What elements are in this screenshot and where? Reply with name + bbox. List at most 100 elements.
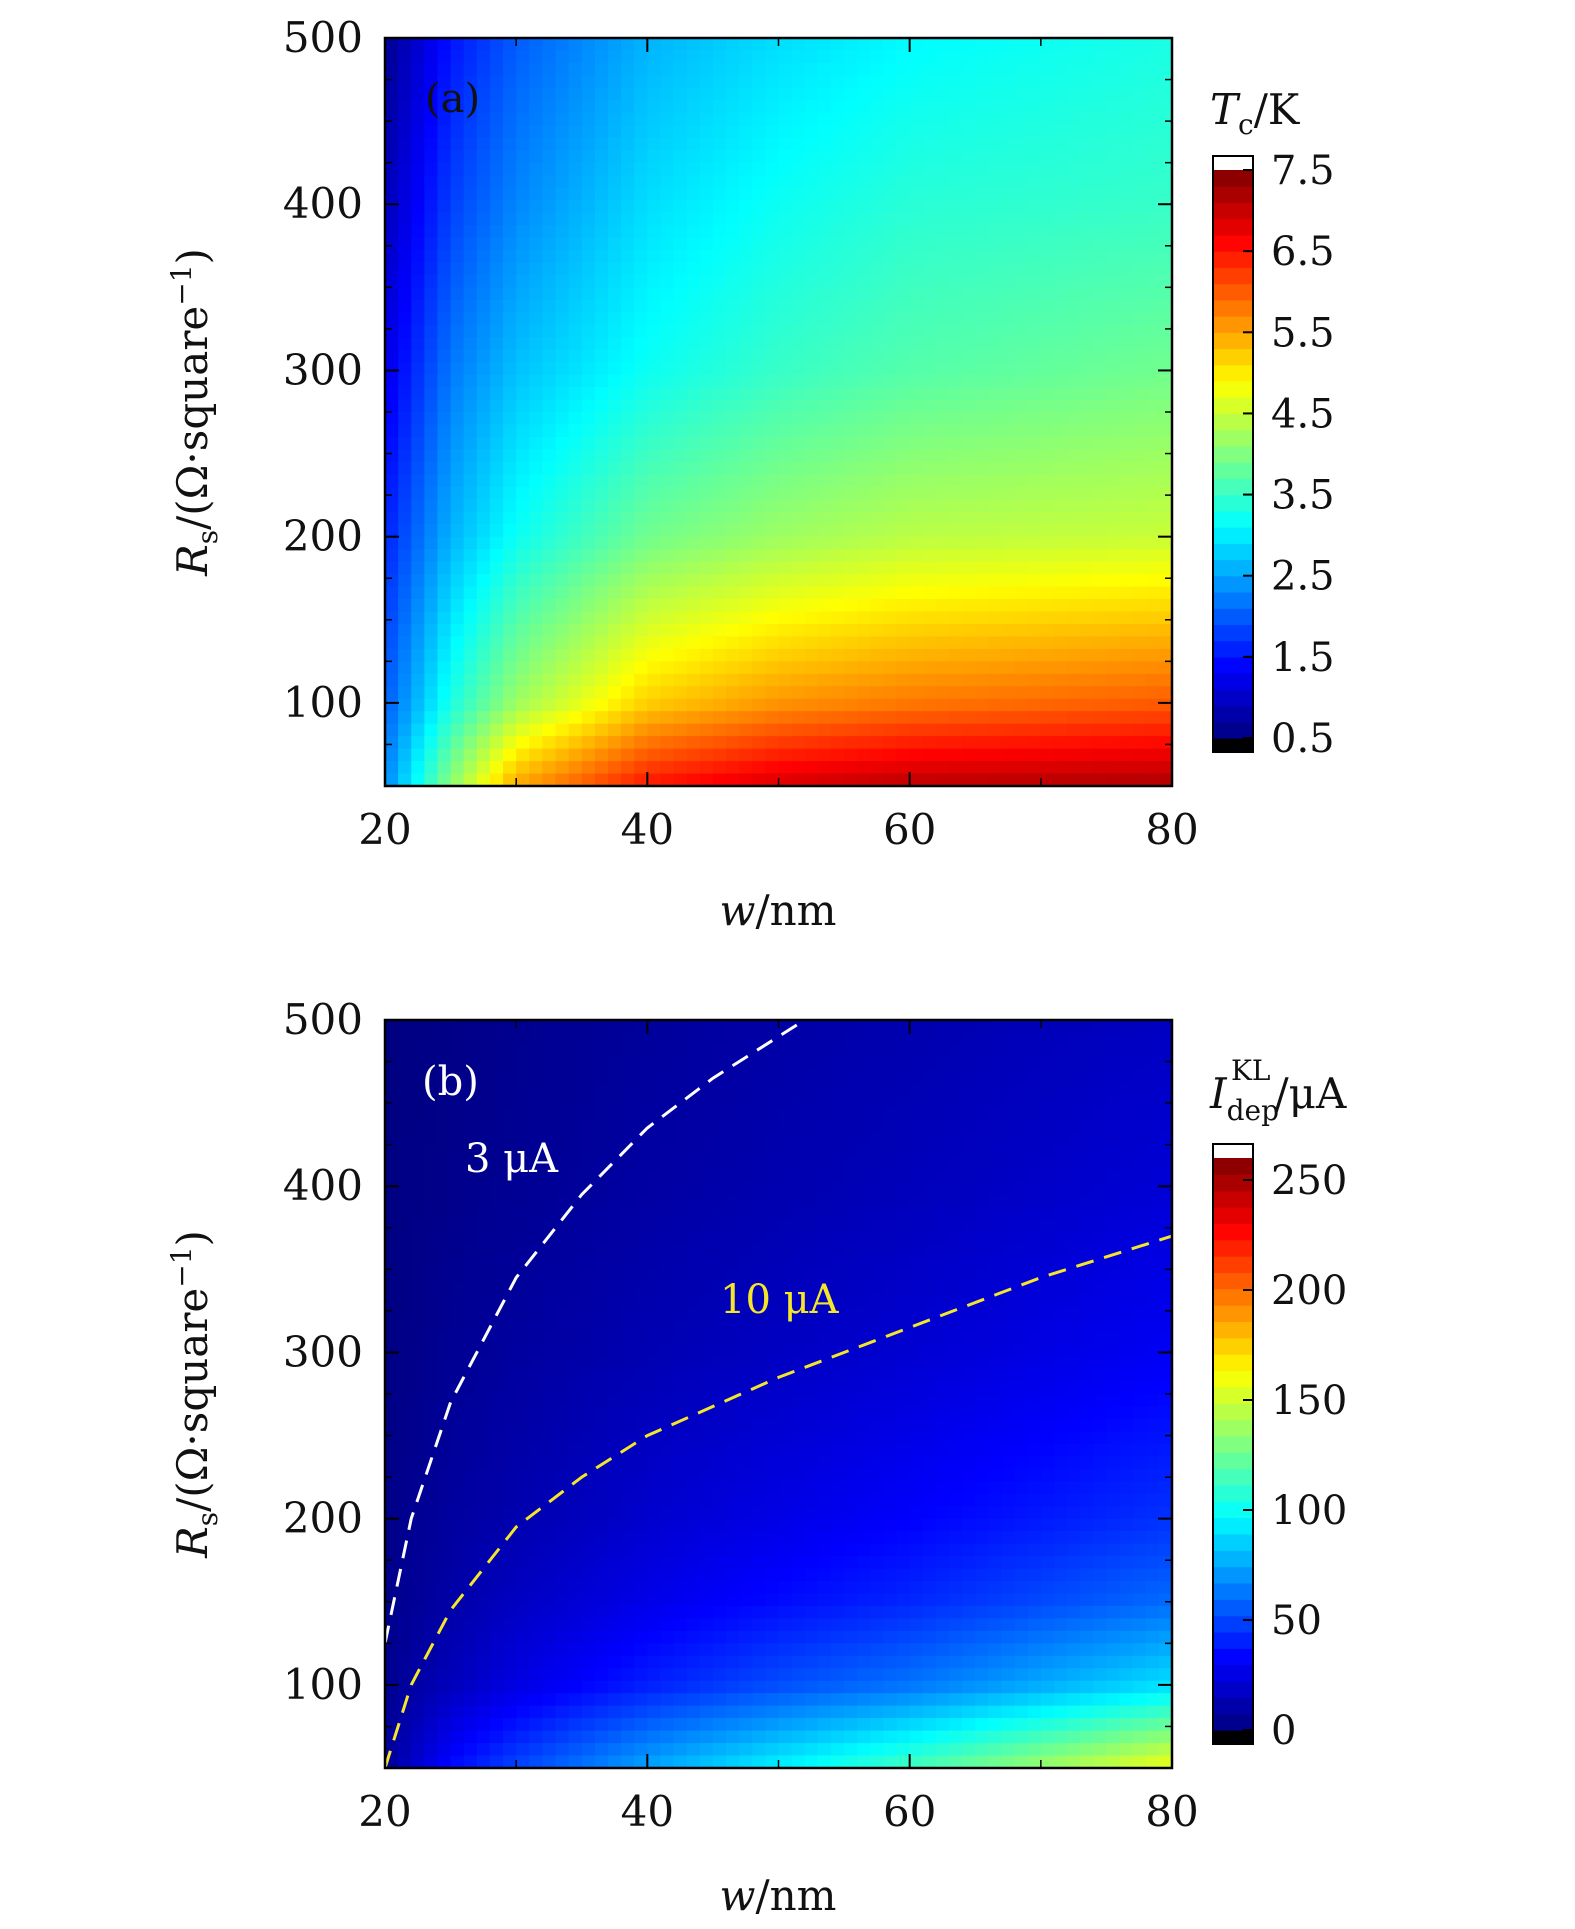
heatmap-cell <box>1093 1269 1108 1283</box>
heatmap-cell <box>988 374 1003 388</box>
heatmap-cell <box>778 274 793 288</box>
heatmap-cell <box>686 299 701 313</box>
heatmap-cell <box>896 1132 911 1146</box>
y-tick-label: 200 <box>283 512 363 561</box>
heatmap-cell <box>568 1269 583 1283</box>
colorbar-level <box>1213 397 1253 415</box>
heatmap-cell <box>712 387 727 401</box>
heatmap-cell <box>739 125 753 139</box>
heatmap-cell <box>1040 387 1055 401</box>
heatmap-cell <box>607 87 622 101</box>
heatmap-cell <box>660 1194 675 1208</box>
heatmap-cell <box>883 1144 898 1158</box>
heatmap-cell <box>791 736 806 750</box>
heatmap-cell <box>411 1094 425 1108</box>
heatmap-cell <box>752 486 766 500</box>
heatmap-cell <box>1040 349 1055 363</box>
heatmap-cell <box>726 1132 740 1146</box>
heatmap-cell <box>660 262 675 276</box>
heatmap-cell <box>1027 586 1042 600</box>
heatmap-cell <box>424 748 439 762</box>
heatmap-cell <box>516 1057 530 1071</box>
heatmap-cell <box>752 611 766 625</box>
heatmap-cell <box>765 1144 780 1158</box>
heatmap-cell <box>712 574 727 588</box>
heatmap-cell <box>765 287 780 301</box>
heatmap-cell <box>594 586 609 600</box>
heatmap-cell <box>949 412 963 426</box>
heatmap-cell <box>594 312 609 326</box>
heatmap-cell <box>1014 611 1029 625</box>
heatmap-cell <box>476 449 491 463</box>
y-tick-label: 300 <box>283 345 363 394</box>
heatmap-cell <box>739 623 753 637</box>
heatmap-cell <box>686 38 701 52</box>
heatmap-cell <box>503 225 517 239</box>
heatmap-cell <box>870 1219 885 1233</box>
heatmap-cell <box>398 100 412 114</box>
heatmap-cell <box>1158 673 1172 687</box>
heatmap-cell <box>1014 1082 1029 1096</box>
heatmap-cell <box>962 162 976 176</box>
heatmap-cell <box>1053 1119 1068 1133</box>
heatmap-cell <box>1067 711 1081 725</box>
heatmap-cell <box>883 100 898 114</box>
heatmap-cell <box>1040 1256 1055 1270</box>
heatmap-cell <box>883 524 898 538</box>
heatmap-cell <box>1132 1044 1147 1058</box>
heatmap-cell <box>726 1207 740 1221</box>
heatmap-cell <box>1093 561 1108 575</box>
heatmap-cell <box>1014 187 1029 201</box>
heatmap-cell <box>607 175 622 189</box>
heatmap-cell <box>791 1194 806 1208</box>
heatmap-cell <box>896 1094 911 1108</box>
heatmap-cell <box>922 125 937 139</box>
heatmap-cell <box>1132 1144 1147 1158</box>
heatmap-cell <box>450 1157 465 1171</box>
heatmap-cell <box>962 586 976 600</box>
heatmap-cell <box>975 38 989 52</box>
heatmap-cell <box>673 486 688 500</box>
heatmap-cell <box>1014 536 1029 550</box>
heatmap-cell <box>804 62 819 76</box>
heatmap-cell <box>804 1182 819 1196</box>
heatmap-cell <box>883 599 898 613</box>
heatmap-cell <box>1001 773 1016 786</box>
heatmap-cell <box>909 561 924 575</box>
heatmap-cell <box>621 1119 635 1133</box>
heatmap-cell <box>1132 75 1147 89</box>
heatmap-cell <box>922 761 937 775</box>
heatmap-cell <box>726 100 740 114</box>
heatmap-cell <box>568 412 583 426</box>
heatmap-cell <box>870 212 885 226</box>
heatmap-cell <box>949 137 963 151</box>
heatmap-cell <box>949 723 963 737</box>
heatmap-cell <box>962 748 976 762</box>
heatmap-cell <box>450 1082 465 1096</box>
heatmap-cell <box>450 599 465 613</box>
heatmap-cell <box>1053 337 1068 351</box>
heatmap-cell <box>778 237 793 251</box>
x-ticks-a: 20 40 60 80 <box>358 38 1199 854</box>
heatmap-cell <box>922 636 937 650</box>
heatmap-cell <box>870 686 885 700</box>
heatmap-cell <box>581 1119 596 1133</box>
heatmap-cell <box>922 1169 937 1183</box>
heatmap-cell <box>437 698 452 712</box>
heatmap-cell <box>529 1069 543 1083</box>
heatmap-cell <box>739 274 753 288</box>
heatmap-cell <box>752 773 766 786</box>
heatmap-cell <box>516 636 530 650</box>
heatmap-cell <box>463 736 478 750</box>
heatmap-cell <box>844 87 858 101</box>
heatmap-cell <box>1080 349 1094 363</box>
heatmap-cell <box>1119 1107 1134 1121</box>
heatmap-cell <box>817 1219 832 1233</box>
heatmap-cell <box>712 38 727 52</box>
heatmap-cell <box>870 337 885 351</box>
heatmap-cell <box>463 1169 478 1183</box>
heatmap-cell <box>607 150 622 164</box>
heatmap-cell <box>765 1207 780 1221</box>
heatmap-cell <box>896 611 911 625</box>
heatmap-cell <box>896 324 911 338</box>
